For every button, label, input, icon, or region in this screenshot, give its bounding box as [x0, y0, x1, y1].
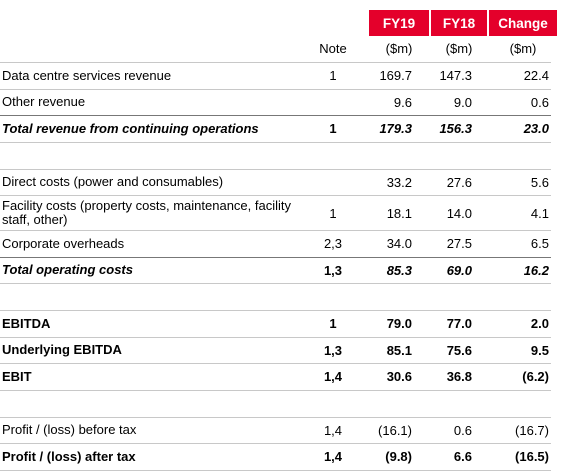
unit: ($m) [445, 40, 473, 56]
fy18-cell: 156.3 [439, 121, 472, 137]
change-cell: 22.4 [523, 68, 549, 84]
row-label: EBITDA [2, 315, 51, 331]
unit: ($m) [385, 40, 413, 56]
fy19-cell: 18.1 [386, 205, 412, 221]
change-cell: (16.7) [515, 422, 549, 438]
header-fy19: FY19 [369, 10, 429, 36]
row-label: Direct costs (power and consumables) [2, 174, 224, 190]
table-row: Profit / (loss) after tax 1,4 (9.8) 6.6 (16.… [0, 444, 551, 471]
fy18-cell: 69.0 [446, 262, 472, 278]
spacer-row [0, 143, 551, 170]
row-label: Other revenue [2, 94, 86, 110]
row-label: Underlying EBITDA [2, 342, 122, 358]
note-cell: 2,3 [323, 236, 343, 252]
fy18-cell: 75.6 [446, 342, 472, 358]
table-row: EBIT 1,4 30.6 36.8 (6.2) [0, 364, 551, 391]
note-cell: 1 [329, 68, 337, 84]
fy19-cell: 85.1 [386, 342, 412, 358]
row-label: Data centre services revenue [2, 67, 172, 83]
change-cell: 5.6 [530, 174, 549, 190]
change-cell: 6.5 [530, 236, 549, 252]
fy19-cell: 79.0 [386, 316, 412, 332]
fy18-cell: 0.6 [453, 422, 472, 438]
table-row: Underlying EBITDA 1,3 85.1 75.6 9.5 [0, 338, 551, 364]
fy19-cell: 30.6 [386, 369, 412, 385]
table-row: Other revenue 9.6 9.0 0.6 [0, 90, 551, 116]
fy18-cell: 36.8 [446, 369, 472, 385]
note-cell: 1 [329, 205, 337, 221]
fy18-cell: 77.0 [446, 316, 472, 332]
row-label: Corporate overheads [2, 235, 125, 251]
change-cell: 16.2 [523, 262, 549, 278]
row-label: Facility costs (property costs, maintena… [2, 198, 291, 227]
change-cell: 9.5 [530, 342, 549, 358]
header-note: Note [319, 40, 347, 56]
note-cell: 1,3 [323, 342, 343, 358]
note-cell: 1,3 [323, 262, 343, 278]
fy19-cell: 85.3 [386, 262, 412, 278]
table-row: Facility costs (property costs, maintena… [0, 196, 551, 231]
fy19-cell: 169.7 [379, 68, 412, 84]
spacer-row [0, 284, 551, 311]
fy19-cell: 179.3 [379, 121, 412, 137]
change-cell: (6.2) [522, 369, 549, 385]
fy19-cell: (9.8) [385, 449, 412, 465]
fy18-cell: 6.6 [453, 449, 472, 465]
table-row: Corporate overheads 2,3 34.0 27.5 6.5 [0, 231, 551, 258]
row-label: Total revenue from continuing operations [2, 120, 259, 136]
table-row: EBITDA 1 79.0 77.0 2.0 [0, 311, 551, 338]
row-label: Profit / (loss) after tax [2, 448, 136, 464]
change-cell: (16.5) [515, 449, 549, 465]
change-cell: 2.0 [530, 316, 549, 332]
change-cell: 23.0 [523, 121, 549, 137]
table-row: Data centre services revenue 1 169.7 147.3 2… [0, 63, 551, 90]
fy18-cell: 14.0 [446, 205, 472, 221]
unit: ($m) [509, 40, 537, 56]
note-cell: 1,4 [323, 449, 343, 465]
fy19-cell: 34.0 [386, 236, 412, 252]
spacer-row [0, 391, 551, 418]
change-cell: 0.6 [530, 94, 549, 110]
fy18-cell: 9.0 [453, 94, 472, 110]
header-fy18: FY18 [431, 10, 487, 36]
table-body: Data centre services revenue 1 169.7 147.3 2… [0, 62, 551, 471]
note-cell: 1 [329, 121, 337, 137]
table-row: Total operating costs 1,3 85.3 69.0 16.2 [0, 256, 551, 284]
fy18-cell: 27.5 [446, 236, 472, 252]
header-change: Change [489, 10, 557, 36]
fy18-cell: 147.3 [439, 68, 472, 84]
note-cell: 1,4 [323, 422, 343, 438]
table-row: Profit / (loss) before tax 1,4 (16.1) 0.6 (1… [0, 418, 551, 444]
fy19-cell: 33.2 [386, 174, 412, 190]
row-label: Total operating costs [2, 262, 133, 278]
fy18-cell: 27.6 [446, 174, 472, 190]
row-label: Profit / (loss) before tax [2, 422, 137, 438]
note-cell: 1,4 [323, 369, 343, 385]
table-row: Total revenue from continuing operations… [0, 115, 551, 143]
row-label: EBIT [2, 368, 32, 384]
table-row: Direct costs (power and consumables) 33.2… [0, 170, 551, 196]
change-cell: 4.1 [530, 205, 549, 221]
fy19-cell: (16.1) [378, 422, 412, 438]
note-cell: 1 [329, 316, 337, 332]
fy19-cell: 9.6 [393, 94, 412, 110]
